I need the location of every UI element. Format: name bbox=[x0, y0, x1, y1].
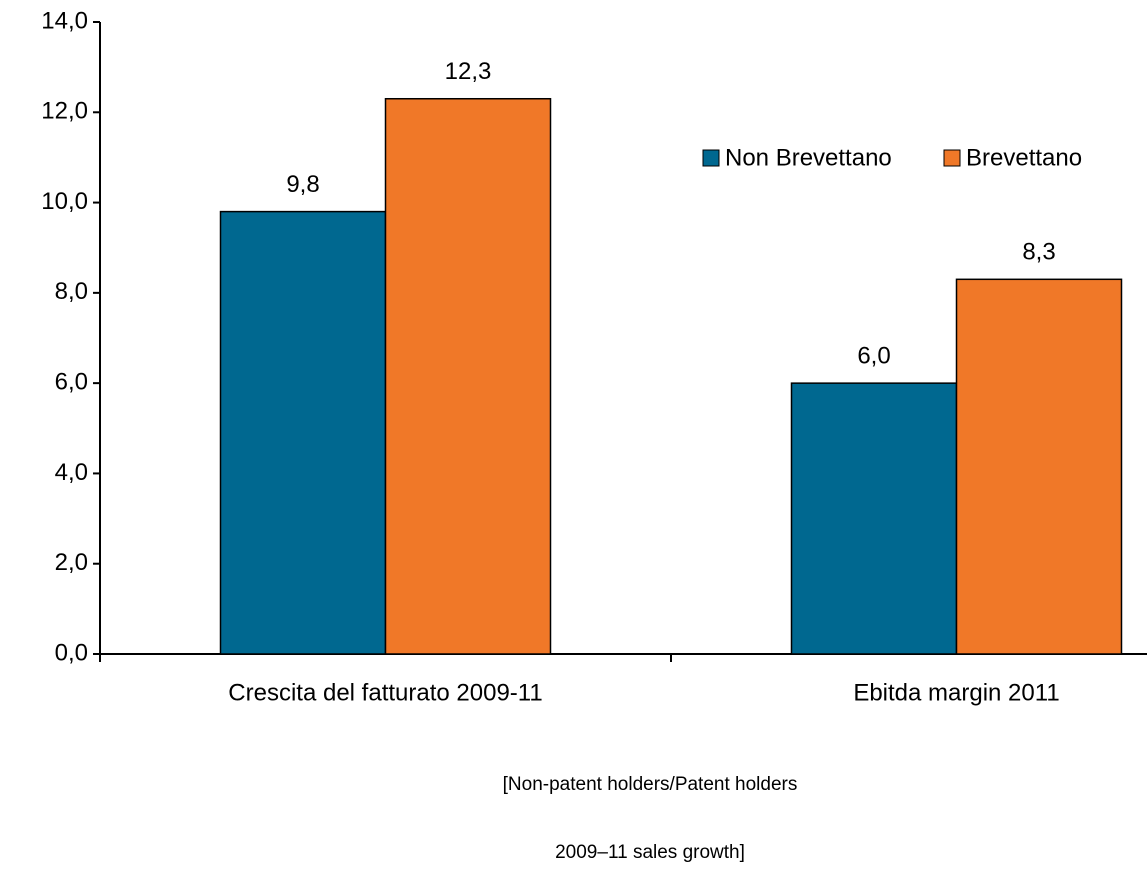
y-tick-label: 8,0 bbox=[55, 278, 88, 305]
legend-label: Non Brevettano bbox=[725, 144, 892, 171]
x-tick-label: Crescita del fatturato 2009-11 bbox=[228, 679, 542, 706]
bar bbox=[955, 278, 1123, 655]
annotation: 2009–11 sales growth] bbox=[555, 842, 745, 863]
y-tick-label: 6,0 bbox=[55, 368, 88, 395]
y-tick-label: 10,0 bbox=[41, 188, 88, 215]
bar bbox=[219, 210, 387, 655]
y-tick-label: 0,0 bbox=[55, 639, 88, 666]
y-tick-label: 12,0 bbox=[41, 98, 88, 125]
legend-label: Brevettano bbox=[966, 144, 1082, 171]
y-tick-label: 14,0 bbox=[41, 7, 88, 34]
data-label: 12,3 bbox=[445, 58, 492, 85]
data-label: 9,8 bbox=[286, 171, 319, 198]
annotation: [Non-patent holders/Patent holders bbox=[503, 774, 798, 795]
y-tick-label: 2,0 bbox=[55, 549, 88, 576]
bar bbox=[790, 382, 958, 655]
data-label: 8,3 bbox=[1022, 239, 1055, 266]
x-tick-label: Ebitda margin 2011 bbox=[853, 679, 1059, 706]
legend-swatch bbox=[702, 149, 720, 167]
y-tick-label: 4,0 bbox=[55, 459, 88, 486]
legend-swatch bbox=[943, 149, 961, 167]
data-label: 6,0 bbox=[857, 342, 890, 369]
bar bbox=[384, 97, 552, 655]
